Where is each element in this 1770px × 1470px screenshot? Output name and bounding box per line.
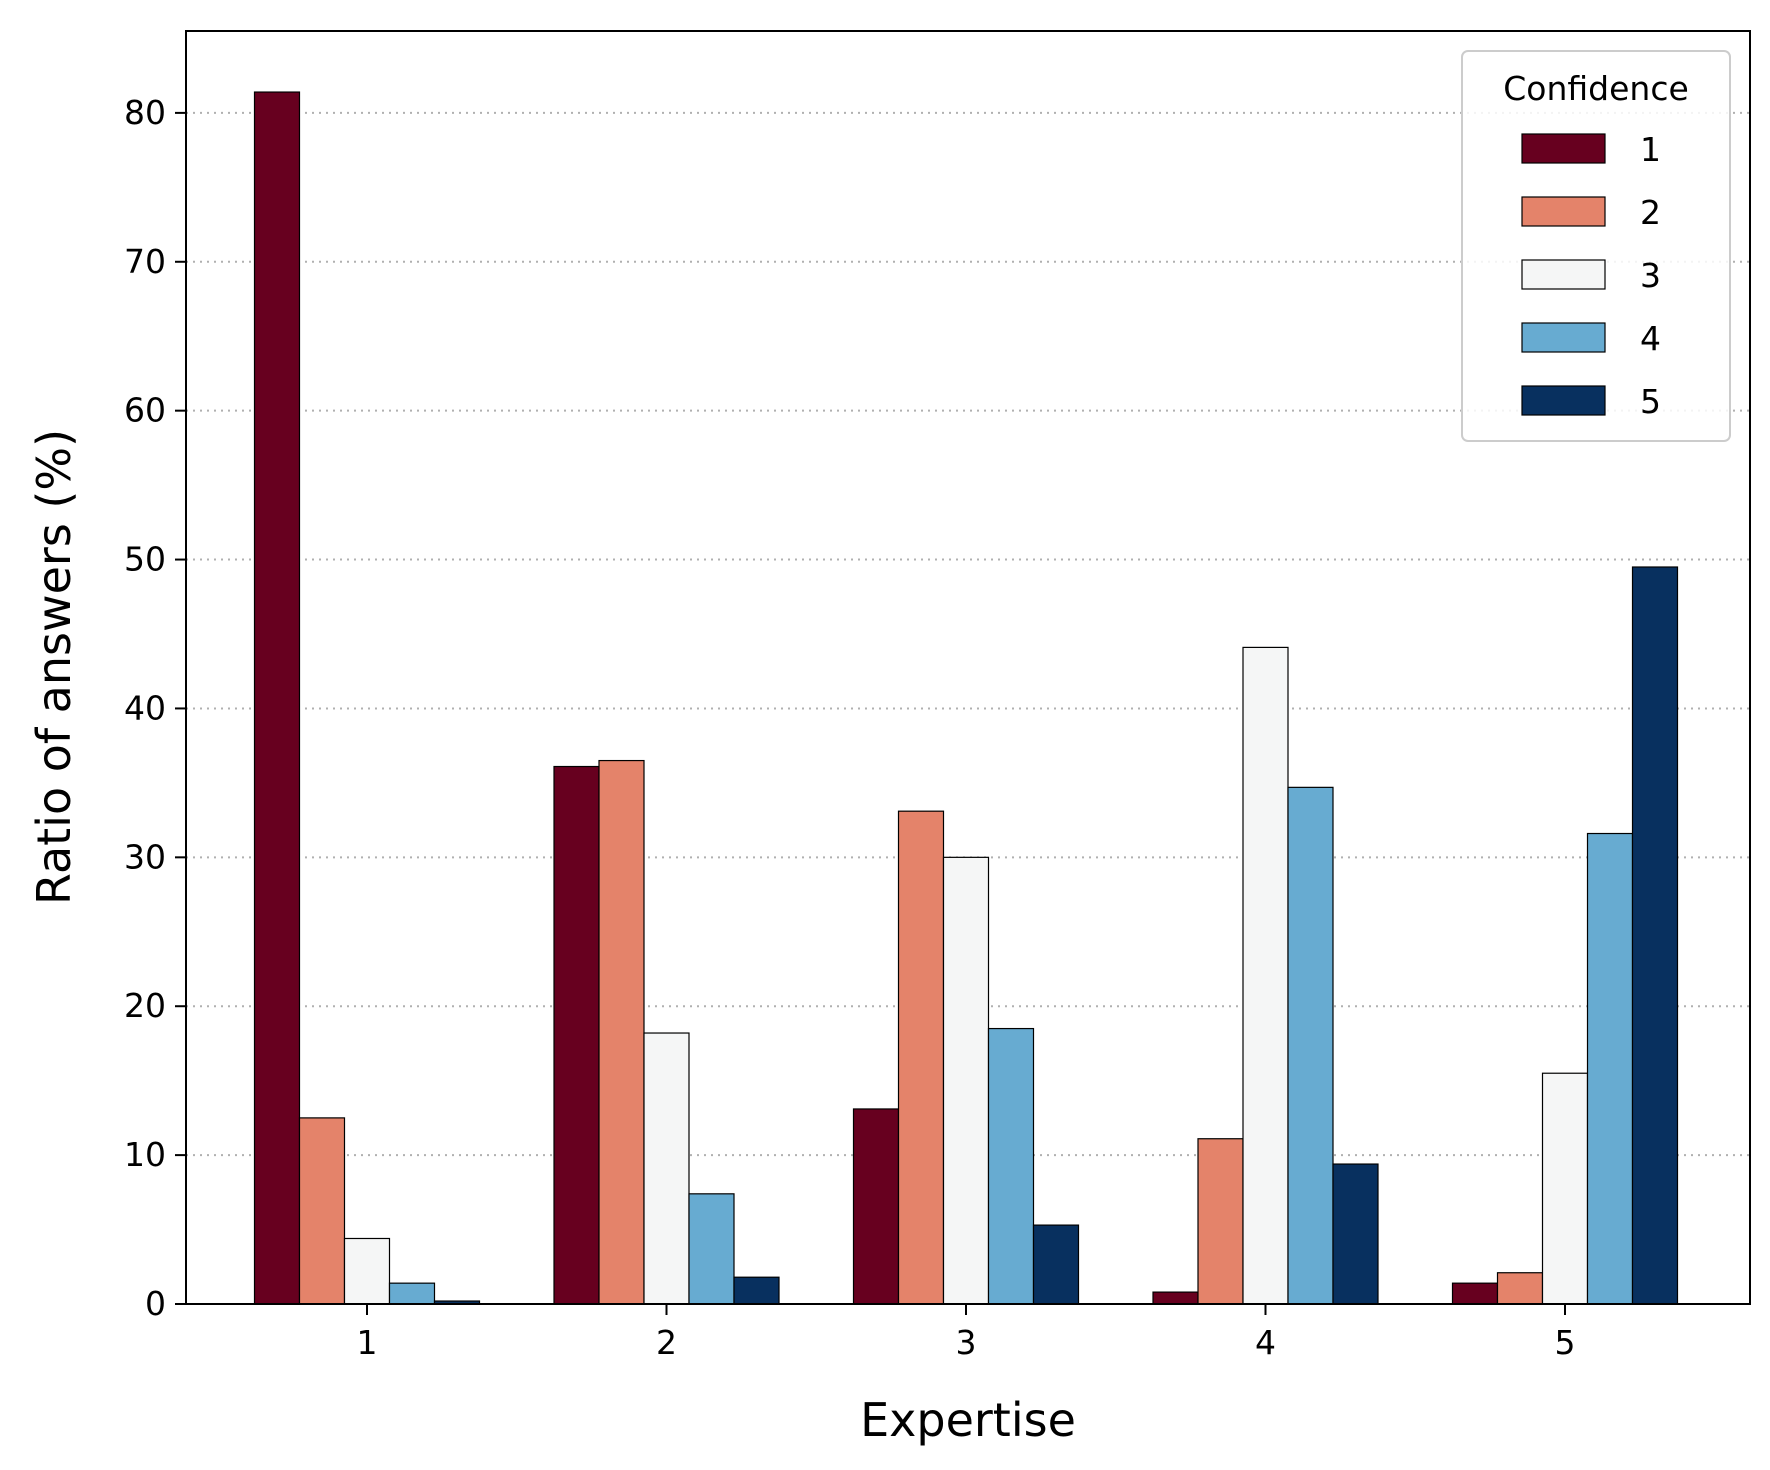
plot-frame (185, 30, 1751, 1305)
bar-expertise-2-confidence-2 (598, 759, 645, 1305)
legend: Confidence 1 2 3 4 5 (1461, 50, 1731, 442)
y-tick-label: 10 (124, 1135, 166, 1174)
legend-label-5: 5 (1640, 382, 1661, 421)
y-tick-label: 60 (124, 391, 166, 430)
legend-title: Confidence (1503, 69, 1689, 108)
bars (253, 91, 1679, 1305)
x-axis-title: Expertise (860, 1393, 1076, 1447)
bar-expertise-3-confidence-2 (897, 810, 945, 1305)
bar-expertise-4-confidence-3 (1242, 646, 1289, 1305)
legend-swatch-5 (1521, 385, 1606, 416)
y-tick-label: 50 (124, 540, 166, 579)
bar-expertise-1-confidence-2 (298, 1117, 346, 1305)
bar-expertise-4-confidence-1 (1152, 1291, 1199, 1305)
y-tick-label: 0 (145, 1284, 166, 1323)
x-tick-label: 1 (357, 1323, 378, 1362)
x-tick-label: 5 (1555, 1323, 1576, 1362)
bar-expertise-2-confidence-1 (553, 765, 600, 1305)
bar-expertise-1-confidence-3 (343, 1237, 391, 1305)
y-tick-label: 80 (124, 93, 166, 132)
legend-label-3: 3 (1640, 256, 1661, 295)
x-tick-label: 2 (656, 1323, 677, 1362)
bar-expertise-5-confidence-4 (1586, 832, 1634, 1305)
bar-expertise-3-confidence-3 (942, 856, 990, 1305)
bar-expertise-5-confidence-1 (1451, 1282, 1499, 1305)
x-tick-label: 4 (1255, 1323, 1276, 1362)
x-axis: 1 2 3 4 5 (357, 1304, 1576, 1362)
bar-expertise-1-confidence-1 (253, 91, 301, 1305)
bar-expertise-3-confidence-1 (852, 1108, 900, 1305)
bar-expertise-5-confidence-3 (1541, 1072, 1589, 1305)
bar-expertise-3-confidence-4 (987, 1027, 1035, 1305)
bar-expertise-2-confidence-4 (688, 1193, 735, 1305)
bar-expertise-2-confidence-3 (643, 1032, 690, 1305)
bar-expertise-5-confidence-2 (1496, 1272, 1544, 1305)
y-tick-label: 30 (124, 837, 166, 876)
bar-expertise-4-confidence-5 (1332, 1163, 1379, 1305)
legend-swatch-1 (1521, 133, 1606, 164)
bar-expertise-5-confidence-5 (1631, 566, 1679, 1305)
y-axis-title: Ratio of answers (%) (27, 429, 81, 905)
legend-swatch-2 (1521, 196, 1606, 227)
y-tick-label: 20 (124, 986, 166, 1025)
y-axis: 0 10 20 30 40 50 60 70 80 (124, 93, 186, 1323)
bar-expertise-1-confidence-4 (388, 1282, 436, 1305)
legend-label-2: 2 (1640, 193, 1661, 232)
legend-label-1: 1 (1640, 130, 1661, 169)
y-tick-label: 70 (124, 242, 166, 281)
legend-swatch-4 (1521, 322, 1606, 353)
bar-expertise-2-confidence-5 (733, 1276, 780, 1305)
bar-expertise-4-confidence-4 (1287, 786, 1334, 1305)
y-tick-label: 40 (124, 688, 166, 727)
bar-expertise-3-confidence-5 (1032, 1224, 1080, 1305)
x-tick-label: 3 (956, 1323, 977, 1362)
bar-expertise-4-confidence-2 (1197, 1138, 1244, 1305)
legend-box (1461, 50, 1731, 442)
legend-swatch-3 (1521, 259, 1606, 290)
legend-label-4: 4 (1640, 319, 1661, 358)
